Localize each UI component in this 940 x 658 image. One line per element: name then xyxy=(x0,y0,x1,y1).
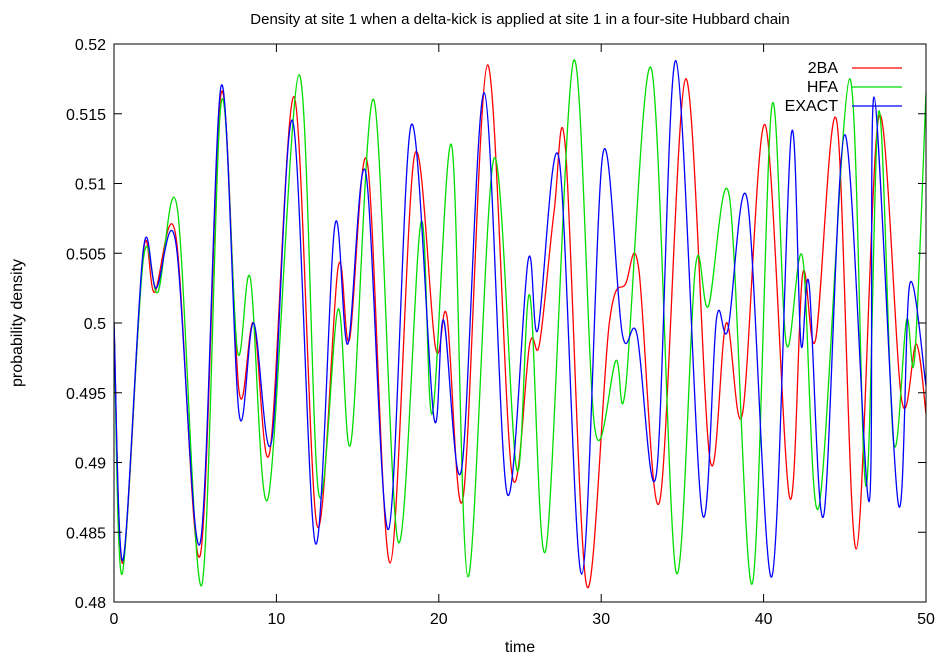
x-tick-label: 20 xyxy=(430,611,448,628)
x-axis-label: time xyxy=(505,639,535,656)
y-tick-label: 0.48 xyxy=(75,595,106,612)
legend-label-2ba: 2BA xyxy=(808,60,839,77)
series-line-hfa xyxy=(114,59,926,587)
chart-title: Density at site 1 when a delta-kick is a… xyxy=(250,11,789,28)
series-line-exact xyxy=(114,60,926,578)
y-tick-label: 0.505 xyxy=(66,246,106,263)
x-tick-label: 40 xyxy=(755,611,773,628)
y-axis-label: probability density xyxy=(9,259,26,387)
x-tick-label: 10 xyxy=(268,611,286,628)
y-tick-label: 0.515 xyxy=(66,107,106,124)
plot-area xyxy=(114,59,926,589)
y-tick-label: 0.5 xyxy=(84,316,106,333)
x-tick-label: 0 xyxy=(110,611,119,628)
y-tick-label: 0.49 xyxy=(75,456,106,473)
legend-label-hfa: HFA xyxy=(807,79,838,96)
y-tick-label: 0.51 xyxy=(75,177,106,194)
y-tick-label: 0.485 xyxy=(66,525,106,542)
y-tick-label: 0.52 xyxy=(75,37,106,54)
legend: 2BA HFA EXACT xyxy=(785,60,902,115)
x-tick-label: 50 xyxy=(917,611,935,628)
axes: 0 10 20 30 40 50 0.48 0.485 0.49 0.495 0.5 0.505 0.5… xyxy=(66,37,935,628)
y-tick-label: 0.495 xyxy=(66,386,106,403)
legend-label-exact: EXACT xyxy=(785,98,839,115)
x-tick-label: 30 xyxy=(592,611,610,628)
